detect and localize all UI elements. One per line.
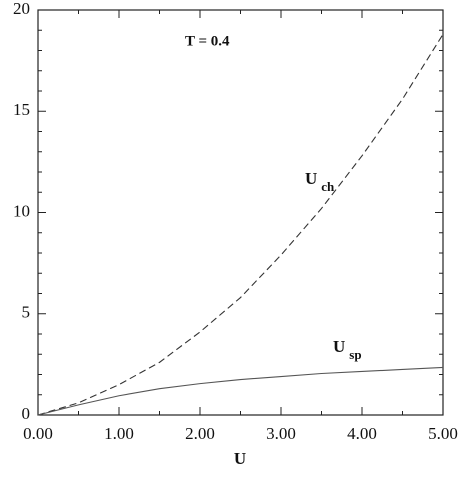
y-tick-label: 20 <box>13 0 30 18</box>
series-label-name: U <box>333 337 345 356</box>
series-label-subscript: sp <box>349 347 361 362</box>
y-tick-label: 10 <box>13 201 30 220</box>
plot-frame <box>37 9 444 416</box>
series-line <box>37 366 444 416</box>
x-tick-label: 1.00 <box>104 424 134 443</box>
x-tick-label: 0.00 <box>23 424 53 443</box>
y-tick-label: 5 <box>22 303 31 322</box>
x-tick-label: 4.00 <box>347 424 377 443</box>
annotation: T = 0.4 <box>185 33 230 49</box>
x-tick-label: 3.00 <box>266 424 296 443</box>
series-line <box>37 34 444 416</box>
series-label-subscript: ch <box>321 179 335 194</box>
x-tick-label: 2.00 <box>185 424 215 443</box>
y-tick-label: 0 <box>22 404 31 423</box>
x-tick-label: 5.00 <box>428 424 458 443</box>
x-axis-label: U <box>234 449 246 468</box>
y-tick-label: 15 <box>13 100 30 119</box>
series-label-name: U <box>305 169 317 188</box>
